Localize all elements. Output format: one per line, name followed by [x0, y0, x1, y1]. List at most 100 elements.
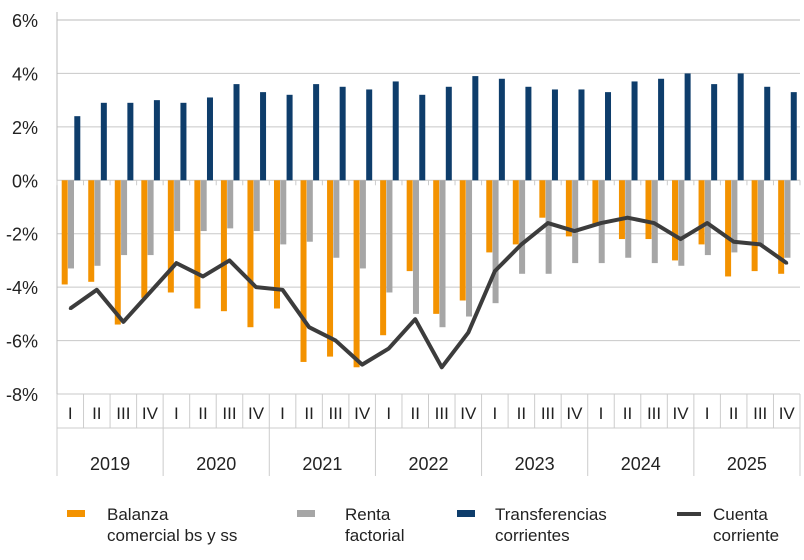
bar-transferencias	[790, 92, 797, 181]
bar-balanza	[353, 180, 360, 368]
line-point	[174, 261, 178, 265]
bar-transferencias	[127, 102, 134, 181]
bar-balanza	[167, 180, 174, 293]
bar-balanza	[327, 180, 334, 357]
legend: Balanza comercial bs y ss Renta factorial …	[0, 500, 804, 560]
x-tick-quarter: III	[329, 404, 343, 423]
line-point	[121, 320, 125, 324]
bar-renta	[784, 180, 791, 258]
legend-swatch-renta	[297, 510, 315, 517]
bar-renta	[439, 180, 446, 328]
legend-item-renta: Renta factorial	[297, 504, 525, 546]
bar-balanza	[778, 180, 785, 274]
bar-balanza	[618, 180, 625, 240]
x-tick-quarter: IV	[142, 404, 159, 423]
legend-label: Renta	[345, 505, 391, 524]
line-point	[281, 288, 285, 292]
bar-transferencias	[74, 116, 81, 181]
x-tick-quarter: II	[623, 404, 632, 423]
y-tick-label: -4%	[6, 278, 38, 298]
bar-transferencias	[498, 78, 505, 181]
bar-balanza	[672, 180, 679, 261]
line-point	[572, 229, 576, 233]
x-tick-quarter: I	[599, 404, 604, 423]
x-tick-quarter: III	[647, 404, 661, 423]
bar-transferencias	[366, 89, 373, 181]
y-tick-label: 2%	[12, 118, 38, 138]
line-point	[334, 339, 338, 343]
line-point	[413, 317, 417, 321]
line-point	[95, 288, 99, 292]
bar-transferencias	[339, 86, 346, 181]
line-point	[148, 290, 152, 294]
bar-balanza	[273, 180, 280, 309]
bar-balanza	[61, 180, 68, 285]
bar-transferencias	[551, 89, 558, 181]
bar-renta	[757, 180, 764, 245]
line-point	[254, 285, 258, 289]
line-point	[546, 221, 550, 225]
legend-label: Balanza	[107, 505, 169, 524]
legend-label: corrientes	[495, 526, 570, 545]
bar-balanza	[592, 180, 599, 226]
bar-renta	[253, 180, 260, 232]
bar-transferencias	[605, 92, 612, 181]
x-tick-year: 2022	[408, 454, 448, 474]
bar-balanza	[406, 180, 413, 272]
x-tick-year: 2021	[302, 454, 342, 474]
bar-transferencias	[631, 81, 638, 181]
legend-item-cuenta: Cuenta corriente	[677, 504, 804, 546]
bar-renta	[412, 180, 419, 314]
bar-balanza	[486, 180, 493, 253]
legend-label: Transferencias	[495, 505, 607, 524]
legend-label: corriente	[713, 526, 780, 545]
legend-label: Cuenta	[713, 505, 768, 524]
bar-balanza	[88, 180, 95, 282]
line-point	[201, 274, 205, 278]
y-tick-label: 6%	[12, 11, 38, 31]
bar-renta	[227, 180, 234, 229]
bar-transferencias	[764, 86, 771, 181]
legend-item-transferencias: Transferencias corrientes	[457, 504, 675, 546]
x-tick-quarter: II	[198, 404, 207, 423]
y-tick-label: -6%	[6, 332, 38, 352]
line-point	[466, 331, 470, 335]
x-tick-quarter: III	[753, 404, 767, 423]
legend-label: factorial	[345, 526, 405, 545]
bar-balanza	[565, 180, 572, 237]
legend-swatch-cuenta	[677, 512, 701, 516]
bar-renta	[306, 180, 313, 242]
line-point	[307, 325, 311, 329]
bar-balanza	[645, 180, 652, 240]
x-tick-quarter: IV	[779, 404, 796, 423]
x-tick-quarter: III	[541, 404, 555, 423]
line-point	[68, 307, 72, 311]
bar-transferencias	[472, 76, 479, 181]
bar-transferencias	[578, 89, 585, 181]
line-point	[599, 221, 603, 225]
x-tick-quarter: I	[280, 404, 285, 423]
bar-renta	[466, 180, 473, 317]
bar-balanza	[380, 180, 387, 336]
bar-renta	[492, 180, 499, 304]
bar-transferencias	[153, 100, 160, 181]
x-tick-quarter: I	[174, 404, 179, 423]
line-point	[732, 240, 736, 244]
bar-transferencias	[100, 102, 107, 181]
bar-transferencias	[260, 92, 267, 181]
x-tick-quarter: IV	[673, 404, 690, 423]
bar-balanza	[512, 180, 519, 245]
bar-transferencias	[286, 94, 293, 181]
bar-renta	[333, 180, 340, 258]
line-point	[440, 365, 444, 369]
bar-balanza	[539, 180, 546, 218]
x-tick-year: 2025	[727, 454, 767, 474]
bar-transferencias	[233, 84, 240, 181]
x-tick-quarter: II	[304, 404, 313, 423]
bar-balanza	[751, 180, 758, 272]
x-tick-year: 2024	[621, 454, 661, 474]
bar-renta	[280, 180, 287, 245]
x-tick-quarter: IV	[248, 404, 265, 423]
bar-transferencias	[737, 73, 744, 181]
line-point	[758, 242, 762, 246]
